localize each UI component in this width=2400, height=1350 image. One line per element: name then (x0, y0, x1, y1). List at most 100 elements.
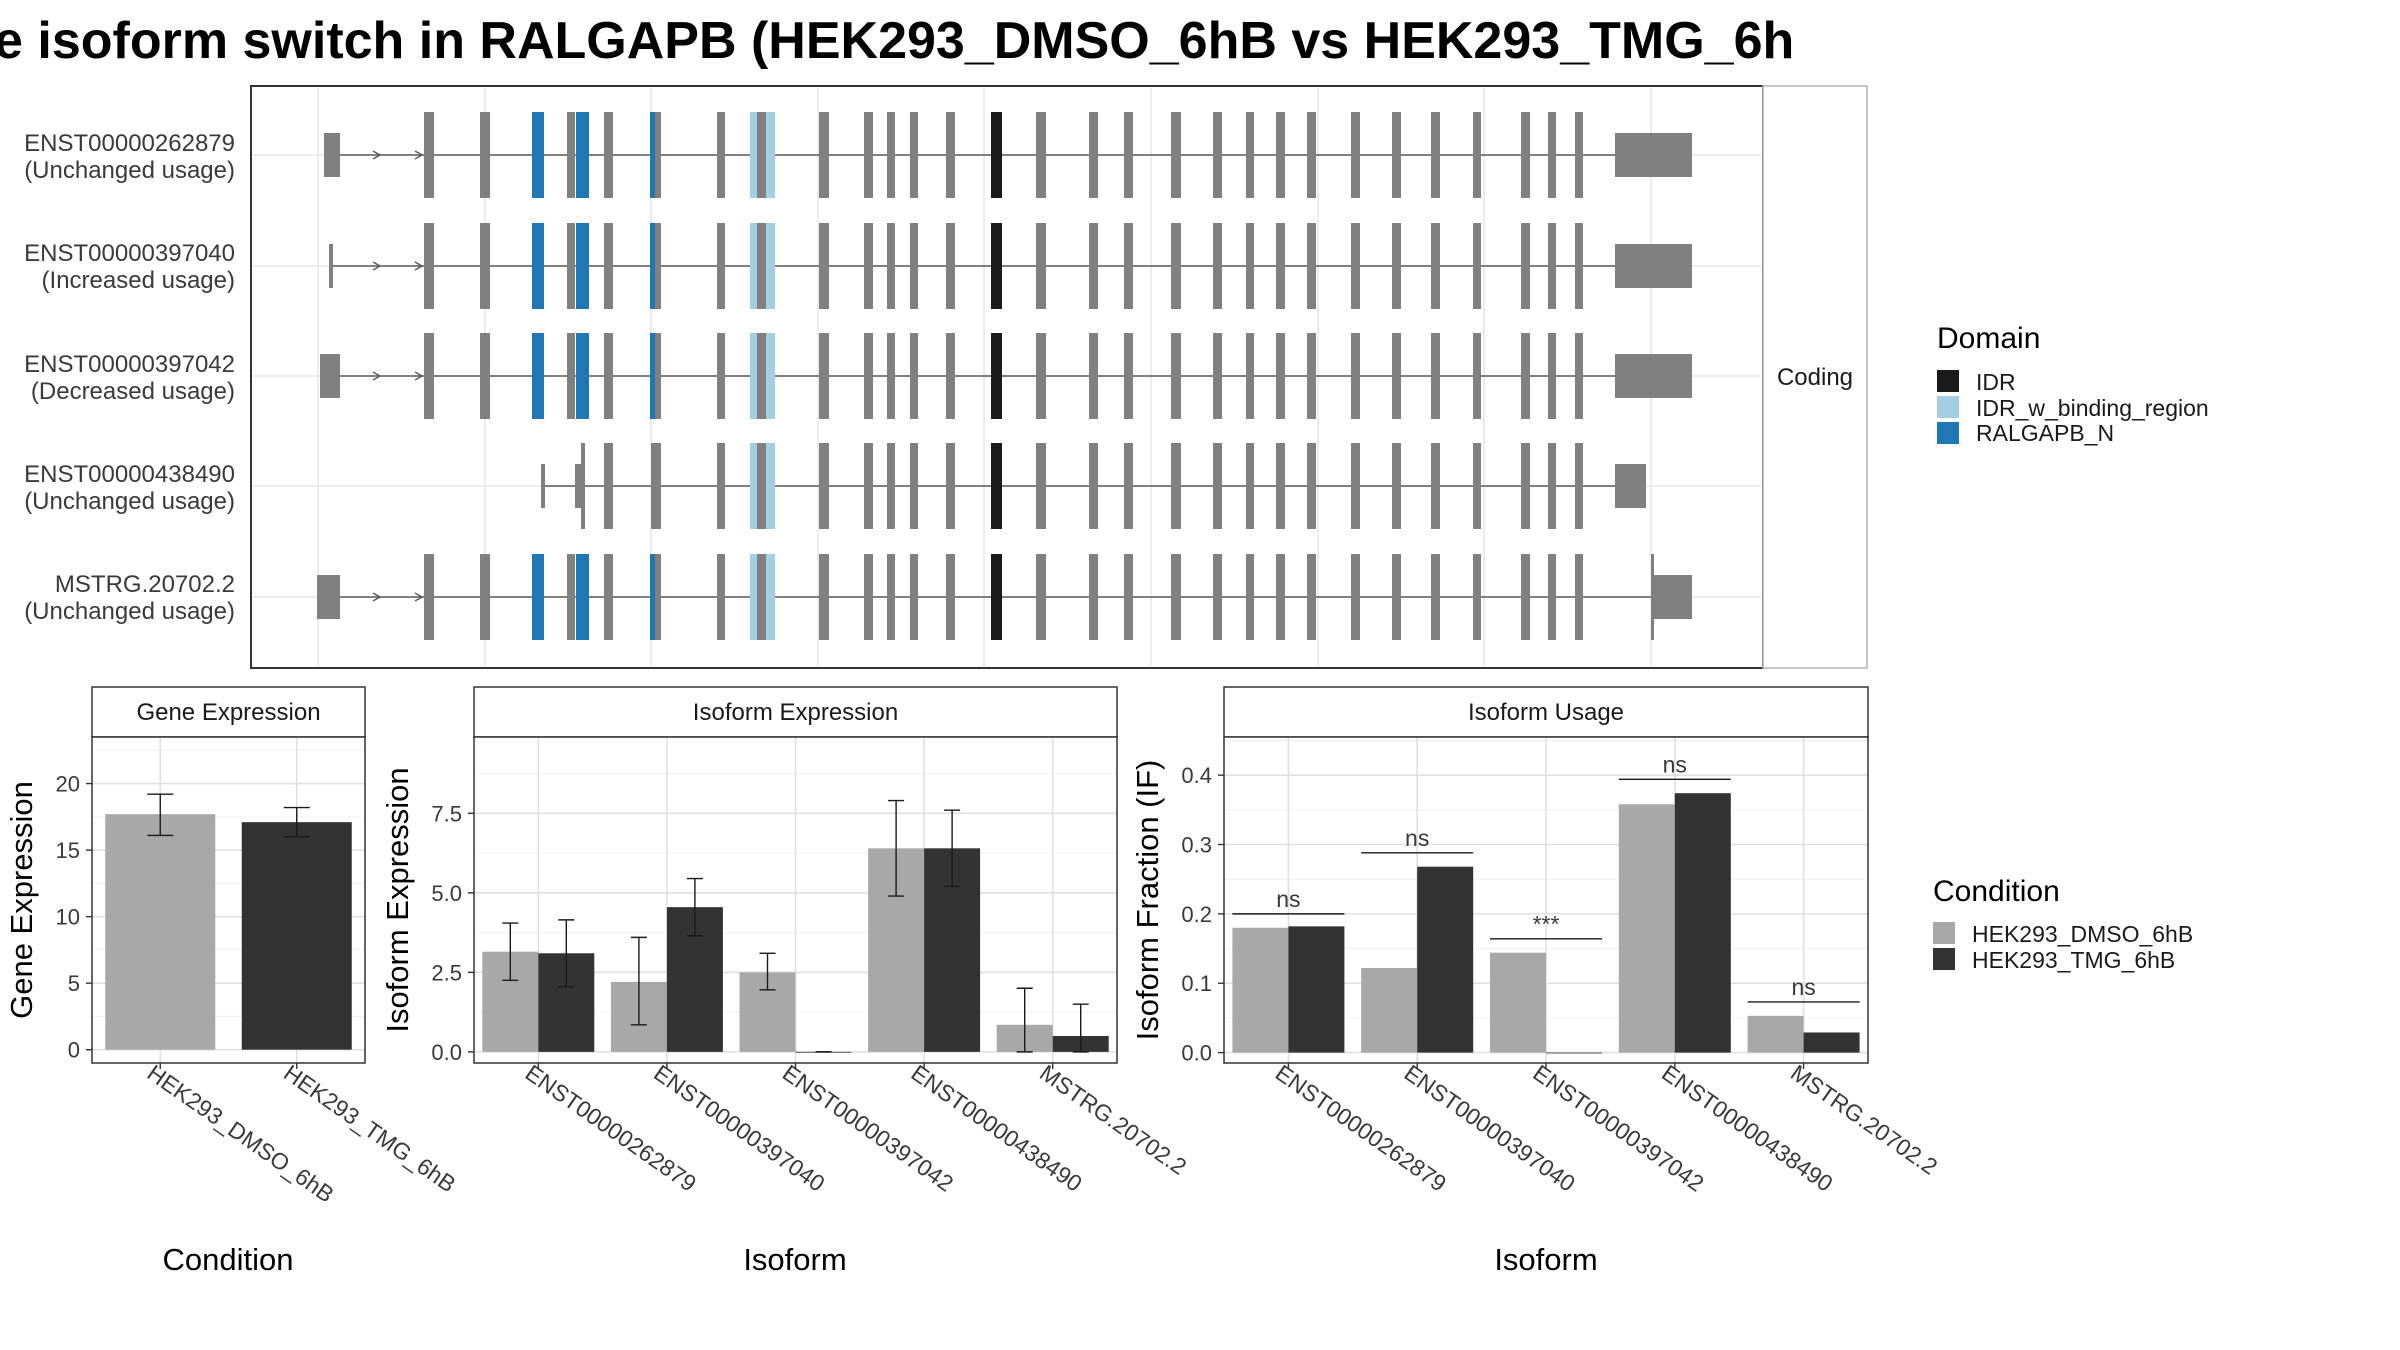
coding-exon (1575, 443, 1583, 529)
coding-exon (1036, 443, 1046, 529)
transcript-label-5: MSTRG.20702.2 (55, 571, 235, 598)
bar-dmso (1232, 927, 1289, 1053)
bars (1232, 793, 1860, 1054)
domain-legend-title: Domain (1937, 322, 2040, 355)
coding-exon (1307, 554, 1316, 640)
condition-legend-title: Condition (1933, 875, 2060, 908)
y-tick-label: 0.0 (1181, 1041, 1212, 1066)
strand-arrow (372, 371, 382, 381)
coding-exon (819, 223, 829, 309)
coding-exon (1036, 112, 1046, 198)
x-axis: ENST00000262879ENST00000397040ENST000003… (521, 1059, 1192, 1196)
legend-key-ralgapb-n (1937, 422, 1959, 444)
coding-exon (1431, 333, 1440, 419)
coding-exon (1575, 112, 1583, 198)
coding-exon (1276, 333, 1285, 419)
transcript-label-3: ENST00000397042 (24, 351, 235, 378)
domain-ralgapb-n (650, 223, 655, 309)
coding-exon (887, 112, 895, 198)
condition-legend: Condition HEK293_DMSO_6hB HEK293_TMG_6hB (1933, 875, 2193, 973)
strand-arrow (372, 150, 382, 160)
panel-strip-title: Isoform Usage (1468, 699, 1624, 726)
y-tick-label: 15 (56, 838, 80, 863)
transcript-track-3 (320, 333, 1692, 419)
error-bar (759, 952, 776, 991)
isoform-expression-panel: Isoform Expression 0.0 2.5 5.0 7.5 ENST000002… (380, 686, 1192, 1277)
legend-key-tmg (1933, 948, 1955, 970)
significance-label: ns (1663, 751, 1687, 777)
error-bar (1016, 987, 1033, 1053)
y-tick-label: 0.2 (1181, 902, 1212, 927)
coding-exon (604, 554, 613, 640)
bar-dmso (1361, 967, 1418, 1053)
utr-exon (1615, 133, 1692, 177)
coding-exon (1521, 554, 1530, 640)
coding-exon (1089, 554, 1098, 640)
coding-exon (910, 554, 918, 640)
domain-ralgapb-n (650, 554, 655, 640)
gene-expression-panel: Gene Expression 0 5 10 15 20 HEK293_DMSO_6hBHE… (4, 686, 461, 1277)
significance-label: ns (1791, 974, 1815, 1000)
coding-exon (1521, 112, 1530, 198)
transcript-labels: ENST00000262879 (Unchanged usage) ENST00… (24, 130, 235, 625)
bar-tmg (1546, 1052, 1602, 1054)
domain-ralgapb-n (532, 554, 544, 640)
strand-arrow (372, 592, 382, 602)
coding-exon (424, 223, 434, 309)
bar-tmg (1803, 1032, 1860, 1053)
coding-exon (651, 333, 661, 419)
coding-exon (1351, 112, 1360, 198)
coding-exon (651, 112, 661, 198)
utr-exon (541, 464, 545, 508)
coding-exon (864, 112, 873, 198)
coding-exon (1124, 443, 1133, 529)
utr-exon (329, 244, 333, 288)
legend-label-tmg: HEK293_TMG_6hB (1972, 947, 2175, 973)
coding-exon (651, 443, 661, 529)
significance-annotations: ns ns *** ns ns (1232, 751, 1860, 1003)
coding-exon (1392, 443, 1401, 529)
coding-exon (581, 443, 585, 529)
coding-exon (757, 443, 766, 529)
domain-idr (991, 223, 1002, 309)
coding-exon (604, 333, 613, 419)
domain-ralgapb-n (576, 554, 589, 640)
coding-exon (1276, 112, 1285, 198)
error-bar (686, 877, 703, 937)
coding-exon (946, 554, 955, 640)
coding-exon (1307, 112, 1316, 198)
coding-exon (864, 223, 873, 309)
panel-strip (473, 686, 1118, 738)
panel-strip-title: Isoform Expression (693, 699, 898, 726)
utr-exon (1651, 575, 1692, 619)
domain-ralgapb-n (532, 112, 544, 198)
coding-exon (819, 554, 829, 640)
coding-exon (717, 554, 725, 640)
bars (105, 793, 352, 1050)
coding-exon (651, 223, 661, 309)
utr-exon (1615, 464, 1646, 508)
coding-exon (424, 554, 434, 640)
significance-label: ns (1276, 886, 1300, 912)
y-tick-label: 10 (56, 905, 80, 930)
coding-exon (480, 333, 490, 419)
coding-exon (1431, 554, 1440, 640)
coding-exon (864, 443, 873, 529)
coding-exon (1246, 223, 1254, 309)
y-axis-title: Gene Expression (4, 781, 39, 1019)
y-tick-label: 5 (68, 971, 80, 996)
strand-arrow (414, 261, 424, 271)
coding-exon (717, 112, 725, 198)
transcript-label-1: ENST00000262879 (24, 130, 235, 157)
coding-exon (1392, 333, 1401, 419)
transcript-tracks (317, 112, 1692, 640)
domain-ralgapb-n (650, 333, 655, 419)
significance-label: ns (1405, 825, 1429, 851)
coding-exon (1392, 554, 1401, 640)
coding-exon (1575, 554, 1583, 640)
coding-exon (1246, 112, 1254, 198)
strand-arrow (414, 592, 424, 602)
error-bar (630, 936, 647, 1026)
coding-exon (1392, 223, 1401, 309)
